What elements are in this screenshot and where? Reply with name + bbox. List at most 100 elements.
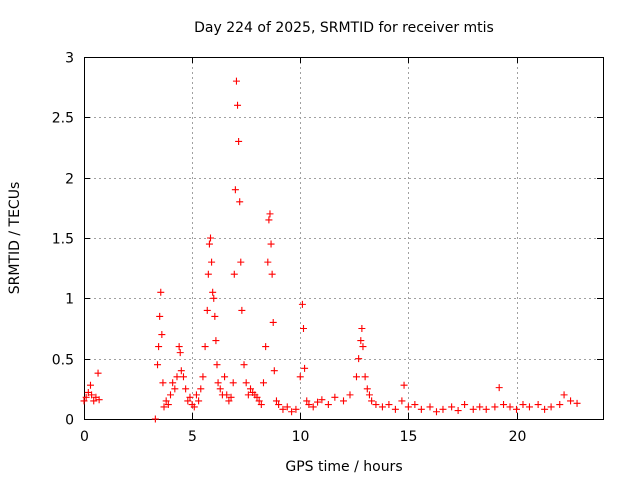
data-point: [157, 288, 165, 296]
data-point: [94, 369, 102, 377]
data-point: [303, 397, 311, 405]
data-point: [314, 398, 322, 406]
data-point: [205, 240, 213, 248]
data-point: [175, 343, 183, 351]
data-point: [231, 186, 239, 194]
data-point: [244, 391, 252, 399]
data-point: [232, 77, 240, 85]
data-point: [454, 407, 462, 415]
data-point: [283, 403, 291, 411]
tick-labels: 0 0.5 1 1.5 2 2.5 3 0 5 10 15 20: [52, 51, 527, 446]
data-point: [275, 401, 283, 409]
data-point: [162, 397, 170, 405]
data-point: [288, 408, 296, 416]
data-point: [298, 300, 306, 308]
data-point: [216, 385, 224, 393]
data-point: [169, 379, 177, 387]
data-point: [82, 393, 90, 401]
data-point: [257, 401, 265, 409]
data-point: [432, 408, 440, 416]
data-point: [296, 373, 304, 381]
data-point: [357, 337, 365, 345]
data-point: [240, 361, 248, 369]
data-point: [266, 210, 274, 218]
data-point: [476, 403, 484, 411]
data-point: [506, 403, 514, 411]
data-point: [190, 403, 198, 411]
data-point: [160, 403, 168, 411]
data-point: [207, 234, 215, 242]
data-point: [154, 361, 162, 369]
y-tick-label: 0: [65, 413, 74, 429]
data-point: [491, 403, 499, 411]
data-point: [411, 401, 419, 409]
data-point: [235, 137, 243, 145]
data-point: [301, 364, 309, 372]
data-point: [88, 391, 96, 399]
data-point: [237, 258, 245, 266]
data-point: [151, 415, 159, 423]
data-point: [223, 391, 231, 399]
data-point: [495, 384, 503, 392]
data-point: [417, 405, 425, 413]
data-point: [173, 373, 181, 381]
data-point: [259, 379, 267, 387]
y-tick-label: 1.5: [52, 232, 74, 248]
data-point: [439, 405, 447, 413]
plot-frame: [84, 57, 604, 420]
data-point: [86, 381, 94, 389]
data-point: [195, 397, 203, 405]
data-point: [358, 325, 366, 332]
y-tick-label: 1: [65, 292, 74, 308]
data-point: [469, 405, 477, 413]
data-point: [363, 385, 371, 393]
data-point: [167, 391, 174, 399]
data-point: [221, 373, 229, 381]
data-point: [560, 391, 568, 399]
data-point: [400, 381, 408, 389]
data-point: [95, 396, 103, 404]
y-tick-label: 0.5: [52, 353, 74, 369]
data-point: [547, 403, 555, 411]
data-point: [573, 399, 581, 407]
data-point: [378, 403, 386, 411]
data-point: [359, 343, 367, 351]
data-point: [204, 270, 212, 278]
data-point: [208, 258, 216, 266]
x-tick-label: 20: [509, 429, 527, 445]
data-point: [372, 401, 380, 409]
data-point: [242, 379, 250, 387]
x-tick-label: 10: [292, 429, 310, 445]
y-tick-label: 2: [65, 172, 74, 188]
data-point: [234, 101, 242, 109]
data-point: [90, 397, 98, 405]
data-point: [176, 349, 184, 357]
data-point: [309, 403, 317, 411]
data-point: [346, 391, 354, 399]
data-point: [365, 391, 373, 399]
data-point: [525, 403, 533, 411]
data-point: [355, 355, 363, 363]
data-point: [331, 393, 339, 401]
grid: [84, 57, 603, 419]
data-point: [177, 367, 185, 375]
data-point: [299, 325, 307, 332]
data-point: [238, 306, 246, 314]
data-point: [272, 397, 280, 405]
data-point: [534, 401, 542, 409]
data-point: [404, 403, 412, 411]
data-point: [270, 367, 278, 375]
data-point: [500, 401, 508, 409]
data-point: [255, 397, 263, 405]
y-tick-label: 2.5: [52, 111, 74, 127]
x-tick-label: 15: [400, 429, 418, 445]
data-point: [230, 270, 238, 278]
data-point: [247, 385, 255, 393]
data-point: [211, 312, 219, 320]
x-tick-label: 5: [188, 429, 197, 445]
data-point: [426, 403, 434, 411]
data-point: [513, 405, 520, 413]
x-tick-label: 0: [80, 429, 89, 445]
data-point: [461, 401, 469, 409]
